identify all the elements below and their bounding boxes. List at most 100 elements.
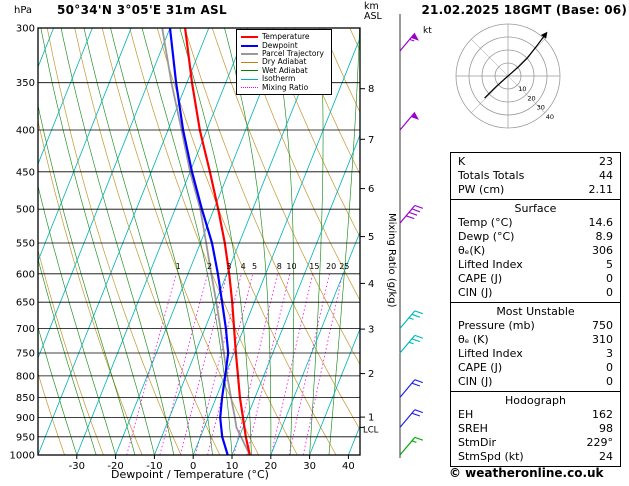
- svg-text:300: 300: [16, 24, 35, 35]
- legend-label: Dry Adiabat: [262, 57, 307, 67]
- plot-area: [38, 28, 360, 455]
- stat-row: StmSpd (kt) 24: [451, 450, 620, 464]
- mixing-ratio-labels: 1 2 3 4 5 8 10 15 20 25: [176, 262, 350, 271]
- legend-label: Wet Adiabat: [262, 65, 308, 75]
- stat-row: PW (cm) 2.11: [451, 183, 620, 197]
- legend-label: Temperature: [262, 32, 310, 42]
- isotherms: [38, 28, 360, 455]
- km-axis-header-line1: km: [364, 1, 379, 12]
- stat-row: SREH 98: [451, 422, 620, 436]
- temperature-axis-label: Dewpoint / Temperature (°C): [111, 468, 269, 481]
- svg-text:7: 7: [368, 135, 374, 146]
- stat-row: CIN (J) 0: [451, 375, 620, 389]
- svg-text:2: 2: [207, 262, 212, 271]
- legend-line-swatch: [241, 61, 258, 63]
- wet-adiabats: [38, 28, 360, 455]
- svg-text:850: 850: [16, 393, 35, 404]
- stat-row: StmDir 229°: [451, 436, 620, 450]
- svg-text:750: 750: [16, 349, 35, 360]
- stat-value: 44: [599, 169, 613, 182]
- skewt-chart: 1 2 3 4 5 8 10 15 20 2530035040045050055060065070…: [10, 14, 423, 472]
- km-tick-labels: 1 2 3 4 5 6 7 8: [360, 84, 374, 424]
- svg-text:550: 550: [16, 239, 35, 250]
- stat-label: Lifted Index: [458, 347, 523, 360]
- temp-tick-labels: -30 -20 -10 0 10 20 30 40: [69, 455, 355, 472]
- svg-text:3: 3: [368, 325, 374, 336]
- svg-text:500: 500: [16, 205, 35, 216]
- stat-label: StmSpd (kt): [458, 450, 524, 463]
- legend-item: Wet Adiabat: [241, 65, 331, 75]
- svg-text:4: 4: [241, 262, 246, 271]
- svg-text:1: 1: [368, 413, 374, 424]
- svg-text:800: 800: [16, 371, 35, 382]
- stat-label: Totals Totals: [458, 169, 525, 182]
- svg-text:950: 950: [16, 432, 35, 443]
- svg-text:0: 0: [190, 461, 196, 472]
- svg-text:4: 4: [368, 279, 374, 290]
- stat-value: 98: [599, 422, 613, 435]
- svg-text:20: 20: [527, 94, 535, 102]
- stat-value: 0: [606, 375, 613, 388]
- legend-line-swatch: [241, 78, 258, 80]
- stat-label: Temp (°C): [458, 216, 513, 229]
- plot-border: [37, 27, 361, 456]
- svg-text:20: 20: [264, 461, 277, 472]
- stat-value: 0: [606, 286, 613, 299]
- stat-value: 0: [606, 361, 613, 374]
- stat-row: Totals Totals 44: [451, 169, 620, 183]
- legend-item: Parcel Trajectory: [241, 48, 331, 58]
- station-title: 50°34'N 3°05'E 31m ASL: [57, 3, 227, 17]
- stat-value: 8.9: [595, 230, 614, 243]
- stat-label: CAPE (J): [458, 361, 503, 374]
- legend-line-swatch: [241, 36, 258, 39]
- stat-row: CAPE (J) 0: [451, 272, 620, 286]
- stat-value: 310: [592, 333, 613, 346]
- svg-text:650: 650: [16, 298, 35, 309]
- stat-row: Dewp (°C) 8.9: [451, 230, 620, 244]
- stat-value: 5: [606, 258, 613, 271]
- stat-row: K 23: [451, 155, 620, 169]
- svg-text:5: 5: [252, 262, 257, 271]
- datetime-label: 21.02.2025 18GMT (Base: 06): [421, 3, 627, 17]
- pressure-tick-labels: 300 350 400 450 500 550 600 650 700 750 800 850 900 9…: [10, 24, 35, 462]
- stat-row: Lifted Index 3: [451, 347, 620, 361]
- stat-label: PW (cm): [458, 183, 505, 196]
- stat-label: CIN (J): [458, 286, 493, 299]
- svg-text:40: 40: [342, 461, 355, 472]
- stat-label: CIN (J): [458, 375, 493, 388]
- stat-value: 3: [606, 347, 613, 360]
- svg-text:LCL: LCL: [363, 425, 379, 435]
- dry-adiabats: [38, 28, 360, 455]
- stat-value: 0: [606, 272, 613, 285]
- stat-value: 2.11: [588, 183, 614, 196]
- legend-line-swatch: [241, 44, 258, 47]
- legend-line-swatch: [241, 52, 258, 55]
- svg-text:30: 30: [537, 104, 545, 112]
- svg-text:600: 600: [16, 269, 35, 280]
- stat-value: 750: [592, 319, 613, 332]
- legend: Temperature Dewpoint Parcel Trajectory Dry …: [236, 29, 332, 95]
- legend-line-swatch: [241, 70, 258, 72]
- stat-label: CAPE (J): [458, 272, 503, 285]
- stats-section-title: Most Unstable: [496, 305, 575, 318]
- legend-label: Parcel Trajectory: [262, 48, 324, 58]
- wind-barbs: [399, 14, 423, 458]
- stat-value: 162: [592, 408, 613, 421]
- hodograph-trace: [484, 35, 545, 99]
- legend-label: Isotherm: [262, 74, 296, 84]
- svg-text:10: 10: [226, 461, 239, 472]
- svg-text:1000: 1000: [10, 451, 35, 462]
- stat-value: 229°: [586, 436, 614, 449]
- svg-text:30: 30: [303, 461, 316, 472]
- svg-text:3: 3: [226, 262, 231, 271]
- stat-value: 24: [599, 450, 613, 463]
- stat-row: θₑ (K) 310: [451, 333, 620, 347]
- stat-label: Pressure (mb): [458, 319, 535, 332]
- legend-line-swatch: [241, 87, 258, 89]
- stats-section-hodograph: Hodograph EH 162 SREH 98 StmDir 229° StmSpd (kt…: [451, 391, 620, 466]
- stat-row: Lifted Index 5: [451, 258, 620, 272]
- hodograph-unit-label: kt: [423, 26, 432, 36]
- stats-section-most-unstable: Most Unstable Pressure (mb) 750 θₑ (K) 310 Li…: [451, 302, 620, 391]
- stat-label: Dewp (°C): [458, 230, 515, 243]
- stats-panel: K 23 Totals Totals 44 PW (cm) 2.11 Surface Temp…: [450, 152, 621, 467]
